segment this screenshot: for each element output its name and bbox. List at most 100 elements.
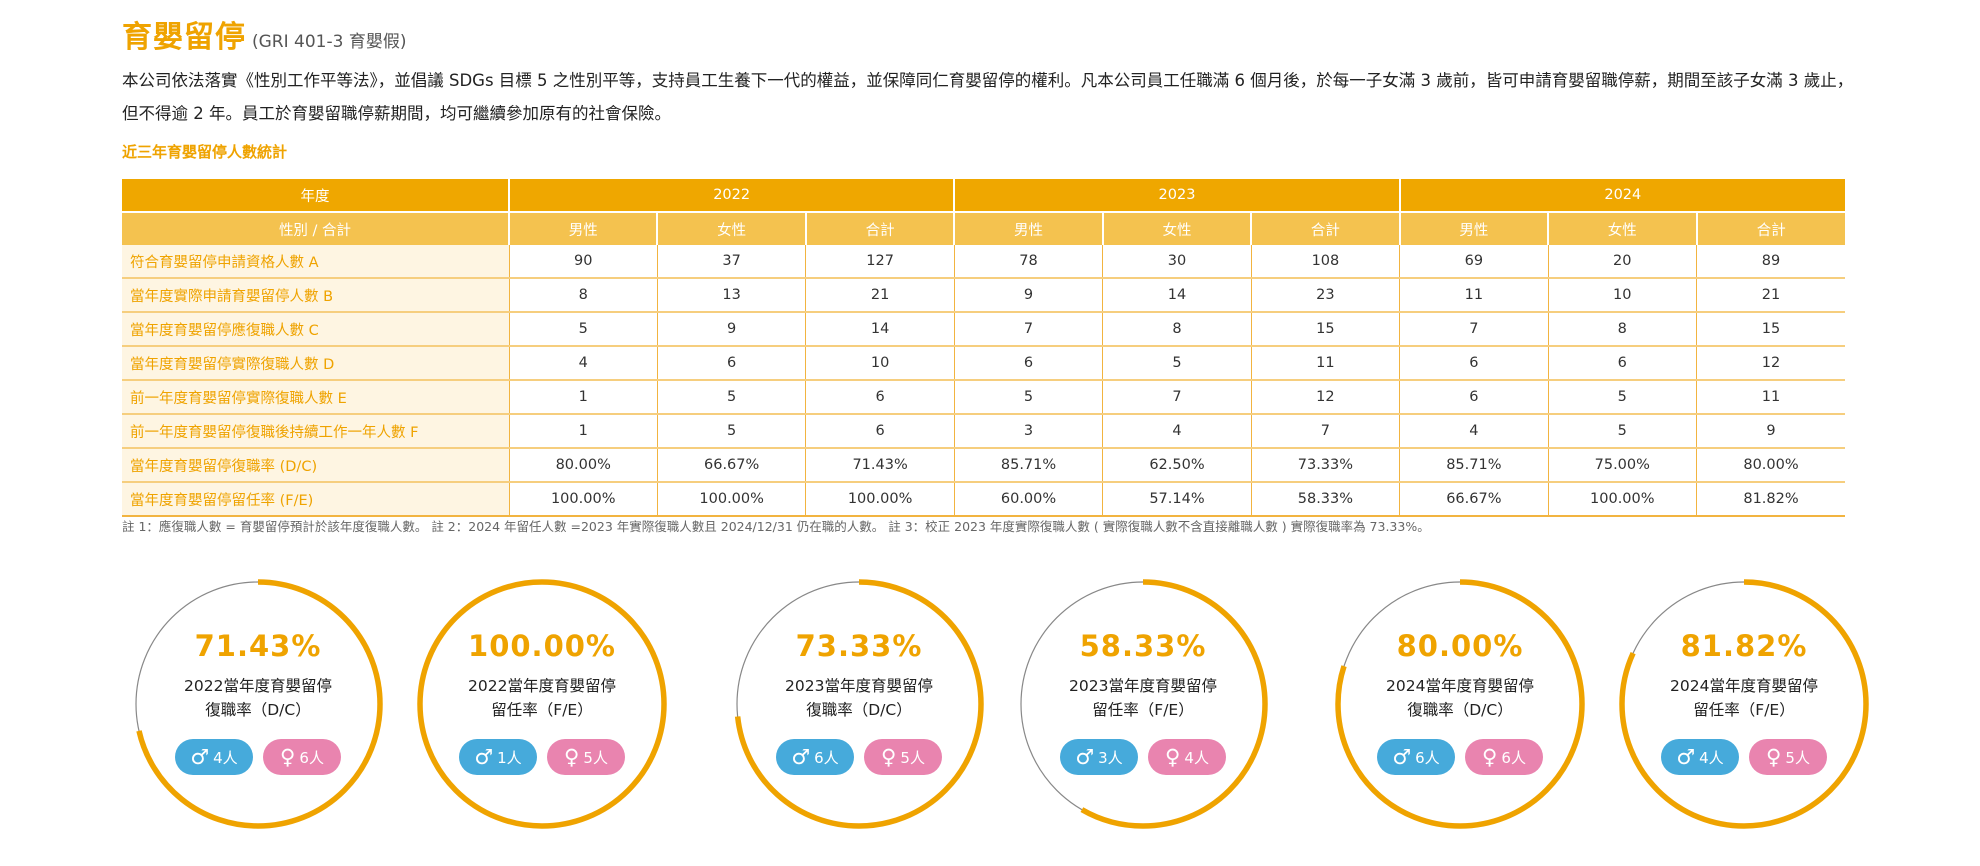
female-icon: ♀ [1165, 745, 1181, 769]
table-cell: 58.33% [1250, 482, 1400, 517]
male-icon: ♂ [474, 745, 494, 769]
male-icon: ♂ [1392, 745, 1412, 769]
table-cell: 80.00% [1696, 448, 1845, 483]
table-cell: 5 [1547, 380, 1697, 415]
male-count-badge: ♂ 4人 [1661, 739, 1739, 775]
table-cell: 6 [1399, 380, 1549, 415]
table-cell: 80.00% [508, 448, 658, 483]
female-icon: ♀ [1482, 745, 1498, 769]
female-icon: ♀ [1766, 745, 1782, 769]
table-cell: 57.14% [1102, 482, 1252, 517]
table-cell: 6 [1547, 346, 1697, 381]
rate-label: 2022當年度育嬰留停 留任率（F/E） [417, 674, 667, 722]
year-header: 年度 [122, 179, 509, 212]
rate-label-line1: 2023當年度育嬰留停 [785, 677, 933, 695]
row-label: 當年度育嬰留停復職率 (D/C) [122, 448, 509, 483]
progress-ring [133, 579, 383, 829]
male-count: 4人 [1699, 748, 1724, 767]
table-cell: 4 [508, 346, 658, 381]
table-cell: 100.00% [656, 482, 806, 517]
table-row: 符合育嬰留停申請資格人數 A 90 37 127 78 30 108 69 20 89 [122, 245, 1845, 279]
table-cell: 15 [1250, 312, 1400, 347]
table-cell: 10 [805, 346, 955, 381]
male-count-badge: ♂ 6人 [1377, 739, 1455, 775]
female-icon: ♀ [881, 745, 897, 769]
table-cell: 7 [1250, 414, 1400, 449]
table-cell: 5 [953, 380, 1103, 415]
table-cell: 4 [1399, 414, 1549, 449]
gender-counts: ♂ 4人 ♀ 6人 [133, 739, 383, 775]
table-cell: 6 [953, 346, 1103, 381]
table-cell: 85.71% [953, 448, 1103, 483]
table-cell: 37 [656, 245, 806, 279]
male-count-badge: ♂ 3人 [1060, 739, 1138, 775]
male-count: 1人 [497, 748, 522, 767]
table-cell: 11 [1250, 346, 1400, 381]
female-count: 5人 [900, 748, 925, 767]
table-row: 當年度育嬰留停復職率 (D/C) 80.00% 66.67% 71.43% 85.71%… [122, 448, 1845, 483]
table-cell: 66.67% [656, 448, 806, 483]
rate-percent: 81.82% [1680, 629, 1808, 663]
year-2024: 2024 [1398, 179, 1845, 212]
table-cell: 89 [1696, 245, 1845, 279]
rate-label-line2: 留任率（F/E） [1092, 701, 1194, 719]
rate-percent: 58.33% [1079, 629, 1207, 663]
rate-label-line2: 復職率（D/C） [806, 701, 912, 719]
male-icon: ♂ [190, 745, 210, 769]
table-row: 當年度育嬰留停實際復職人數 D 4 6 10 6 5 11 6 6 12 [122, 346, 1845, 381]
table-cell: 8 [508, 278, 658, 313]
female-icon: ♀ [280, 745, 296, 769]
table-cell: 6 [1399, 346, 1549, 381]
female-count-badge: ♀ 5人 [864, 739, 942, 775]
col-header: 男性 [507, 211, 658, 245]
rate-percent: 71.43% [194, 629, 322, 663]
table-cell: 9 [953, 278, 1103, 313]
table-cell: 21 [1696, 278, 1845, 313]
table-row: 當年度實際申請育嬰留停人數 B 8 13 21 9 14 23 11 10 21 [122, 278, 1845, 313]
female-count: 6人 [299, 748, 324, 767]
col-header: 男性 [953, 211, 1103, 245]
table-cell: 7 [1399, 312, 1549, 347]
row-label: 前一年度育嬰留停復職後持續工作一年人數 F [122, 414, 509, 449]
year-2023: 2023 [953, 179, 1400, 212]
ring-progress [417, 579, 667, 829]
table-title: 近三年育嬰留停人數統計 [122, 143, 288, 161]
male-count: 6人 [1415, 748, 1440, 767]
table-cell: 5 [1547, 414, 1697, 449]
rate-circle: 81.82% 2024當年度育嬰留停 留任率（F/E） ♂ 4人 ♀ 5人 [1619, 579, 1869, 829]
rate-label: 2024當年度育嬰留停 留任率（F/E） [1619, 674, 1869, 722]
table-cell: 11 [1399, 278, 1549, 313]
table-cell: 13 [656, 278, 806, 313]
rate-circle: 58.33% 2023當年度育嬰留停 留任率（F/E） ♂ 3人 ♀ 4人 [1018, 579, 1268, 829]
female-count-badge: ♀ 6人 [263, 739, 341, 775]
table-cell: 6 [805, 414, 955, 449]
table-cell: 14 [805, 312, 955, 347]
col-header: 男性 [1398, 211, 1549, 245]
table-cell: 85.71% [1399, 448, 1549, 483]
table-cell: 4 [1102, 414, 1252, 449]
footnotes: 註 1：應復職人數 = 育嬰留停預計於該年度復職人數。 註 2：2024 年留任… [122, 519, 1430, 534]
rate-label: 2023當年度育嬰留停 留任率（F/E） [1018, 674, 1268, 722]
col-header: 合計 [1695, 211, 1845, 245]
row-label: 當年度育嬰留停實際復職人數 D [122, 346, 509, 381]
male-count-badge: ♂ 1人 [459, 739, 537, 775]
table-cell: 1 [508, 414, 658, 449]
rate-label: 2023當年度育嬰留停 復職率（D/C） [734, 674, 984, 722]
table-cell: 9 [1696, 414, 1845, 449]
female-count: 5人 [1785, 748, 1810, 767]
gender-counts: ♂ 4人 ♀ 5人 [1619, 739, 1869, 775]
table-cell: 7 [1102, 380, 1252, 415]
female-count: 4人 [1184, 748, 1209, 767]
title-text: 育嬰留停 [122, 20, 246, 55]
table-cell: 30 [1102, 245, 1252, 279]
table-cell: 5 [1102, 346, 1252, 381]
table-cell: 6 [656, 346, 806, 381]
table-cell: 62.50% [1102, 448, 1252, 483]
male-icon: ♂ [1676, 745, 1696, 769]
progress-ring [1018, 579, 1268, 829]
table-cell: 127 [805, 245, 955, 279]
table-cell: 12 [1250, 380, 1400, 415]
female-icon: ♀ [564, 745, 580, 769]
ring-progress [133, 579, 383, 829]
